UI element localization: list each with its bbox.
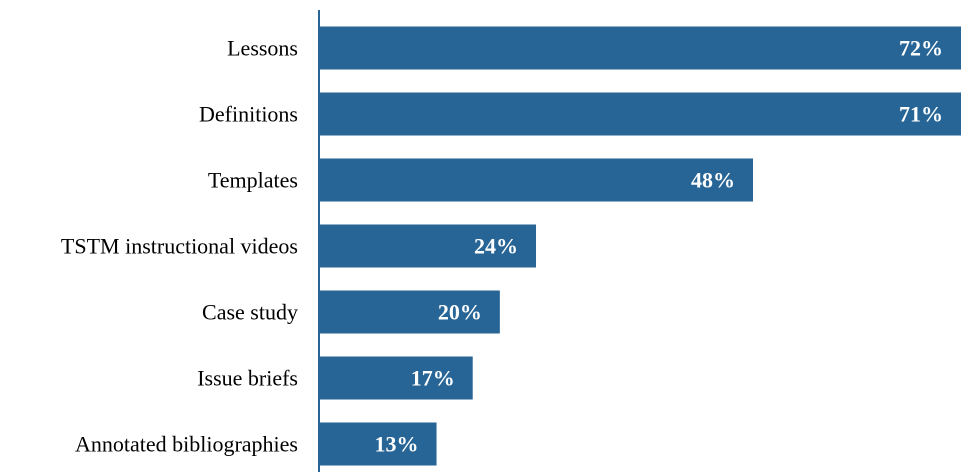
category-label-definitions: Definitions (199, 102, 298, 127)
bar-tstm-instructional-videos (319, 224, 537, 268)
bars-layer (319, 26, 961, 466)
bar-annotated-bibliographies (319, 422, 437, 466)
bar-case-study (319, 290, 500, 334)
category-label-case-study: Case study (202, 300, 298, 325)
bar-definitions (319, 92, 961, 136)
category-label-tstm-instructional-videos: TSTM instructional videos (61, 234, 298, 259)
bar-issue-briefs (319, 356, 473, 400)
category-labels: Lessons Definitions Templates TSTM instruct… (61, 36, 298, 457)
category-label-lessons: Lessons (227, 36, 298, 61)
bar-lessons (319, 26, 961, 70)
value-label-tstm-instructional-videos: 24% (474, 234, 518, 259)
category-label-issue-briefs: Issue briefs (197, 366, 298, 391)
value-label-issue-briefs: 17% (411, 366, 455, 391)
value-label-case-study: 20% (438, 300, 482, 325)
value-label-templates: 48% (691, 168, 735, 193)
value-label-lessons: 72% (899, 36, 943, 61)
bar-templates (319, 158, 754, 202)
value-label-annotated-bibliographies: 13% (375, 432, 419, 457)
value-labels: 72% 71% 48% 24% 20% 17% 13% (375, 36, 943, 457)
value-label-definitions: 71% (899, 102, 943, 127)
category-label-annotated-bibliographies: Annotated bibliographies (75, 432, 298, 457)
category-label-templates: Templates (208, 168, 298, 193)
